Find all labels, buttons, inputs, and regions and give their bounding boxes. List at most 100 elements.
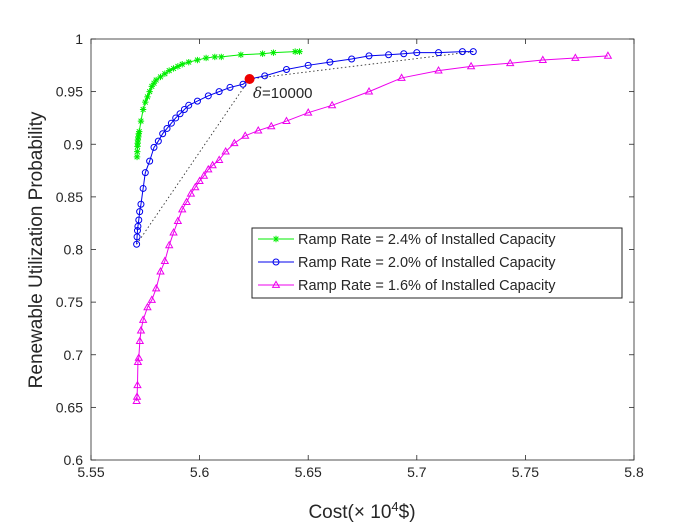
series-2-point [146,157,154,165]
annotation-delta: δ=10000 [253,84,313,102]
series-2 [133,48,477,248]
x-axis-label-exponent: 4 [391,499,398,514]
x-axis-label-suffix: $) [399,502,416,523]
series-3-point [160,256,170,264]
series-2-point [215,88,223,96]
axes: 5.55 5.6 5.65 5.7 5.75 5.8 0.6 0.65 0.7 0.75 0.8 0.… [56,31,644,480]
series-1-point [161,70,169,77]
series-2-point [150,143,158,151]
y-axis-label: Renewable Utilization Probability [26,111,47,388]
series-1-point [174,63,182,70]
y-tick-label: 1 [75,31,83,47]
series-2-point [154,137,162,145]
legend-item-3: Ramp Rate = 1.6% of Installed Capacity [258,278,556,294]
series-3-point [132,396,141,404]
annotation-delta-value: =10000 [262,85,312,102]
series-3-line [136,55,608,402]
series-3-point [505,58,515,67]
series-2-point [159,130,167,138]
series-2-point [133,227,141,235]
series-1-point [259,50,266,57]
series-3-point [156,266,165,275]
x-axis-label-prefix: Cost( [308,502,354,523]
series-1-point [270,49,277,56]
legend-marker [271,280,281,288]
series-3-point [132,392,142,400]
x-tick-label: 5.6 [190,464,210,480]
series-1-point [179,61,186,68]
series-3-point [147,295,157,303]
series-2-point [435,49,443,57]
series-2-point [185,101,193,109]
series-2-point [385,51,393,59]
series-1-point [137,117,145,125]
series-1-point [170,65,177,72]
series-2-point [413,49,421,57]
series-3-point [603,51,613,59]
series-2-point [167,119,175,127]
connector-line-2 [249,51,474,80]
series-2-point [239,80,247,88]
series-3-point [133,357,143,366]
series-2-point [141,169,149,177]
y-tick-label: 0.95 [56,84,83,100]
series-3-point [195,176,204,184]
series-3-point [364,87,374,95]
series-3-point [190,182,200,191]
legend-item-1: Ramp Rate = 2.4% of Installed Capacity [258,232,556,248]
y-tick-label: 0.9 [64,136,84,152]
series-1-point [142,98,149,106]
series-3-point [186,189,196,197]
series-3-point [199,171,209,179]
x-axis-label: Cost(× 104$) [308,499,415,524]
series-3-point [230,138,239,147]
series-3-point [397,73,406,81]
series-3-point [303,108,313,116]
legend-label: Ramp Rate = 1.6% of Installed Capacity [298,278,556,294]
series-3-point [151,283,161,292]
series-1-point [148,83,156,90]
y-tick-label: 0.75 [56,294,83,310]
series-group [132,48,613,404]
highlight-group [244,73,255,84]
series-3-point [282,116,291,124]
series-2-point [365,52,373,60]
series-3-point [240,131,250,139]
series-1-point [157,73,164,81]
series-2-point [469,48,477,56]
series-1-point [139,106,147,113]
y-tick-label: 0.65 [56,399,83,415]
series-2-point [137,200,145,208]
series-3-point [214,155,224,163]
series-3-point [208,160,217,169]
series-2-point [304,61,312,69]
series-3-point [136,325,146,334]
series-3-point [138,315,148,323]
series-2-point [136,208,144,216]
series-2-point [180,106,188,114]
x-tick-label: 5.7 [407,464,427,480]
series-1-point [150,80,158,87]
highlight-point [244,73,255,84]
series-3-point [169,228,178,236]
x-tick-label: 5.65 [295,464,322,480]
series-1-point [134,148,141,155]
series-3-point [134,353,144,361]
series-2-point [139,184,147,192]
series-2-point [176,110,184,118]
series-3-point [133,380,142,389]
series-3-point [173,216,183,224]
series-2-point [193,97,201,105]
series-3-point [538,55,548,63]
y-tick-label: 0.85 [56,189,83,205]
series-3-point [327,100,337,109]
x-tick-label: 5.75 [512,464,539,480]
series-2-point [163,124,171,132]
series-1-point [202,54,210,62]
series-2-point [135,216,143,224]
series-3-point [177,204,187,213]
series-1-point [185,58,192,66]
series-3-point [434,65,443,74]
x-axis-label-base: 10 [365,502,391,523]
series-2-point [458,48,466,56]
